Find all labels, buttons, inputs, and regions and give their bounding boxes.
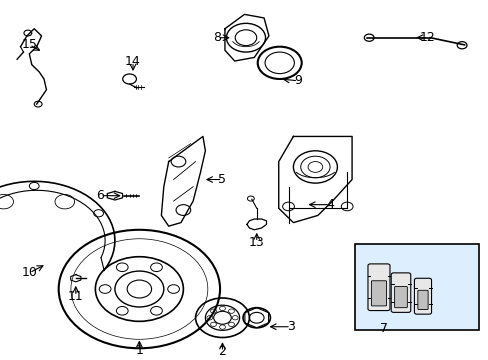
Text: 11: 11 bbox=[68, 290, 83, 303]
Text: 8: 8 bbox=[213, 31, 221, 44]
Text: 10: 10 bbox=[21, 266, 37, 279]
FancyBboxPatch shape bbox=[417, 290, 427, 310]
FancyBboxPatch shape bbox=[367, 264, 389, 311]
Text: 15: 15 bbox=[21, 39, 37, 51]
Text: 7: 7 bbox=[379, 322, 387, 335]
FancyBboxPatch shape bbox=[394, 287, 407, 308]
Text: 4: 4 bbox=[325, 198, 333, 211]
Text: 3: 3 bbox=[286, 320, 294, 333]
Text: 6: 6 bbox=[96, 189, 104, 202]
Text: 9: 9 bbox=[294, 74, 302, 87]
FancyBboxPatch shape bbox=[371, 281, 386, 306]
FancyBboxPatch shape bbox=[414, 278, 430, 314]
FancyBboxPatch shape bbox=[354, 244, 478, 330]
Text: 5: 5 bbox=[218, 173, 226, 186]
Text: 13: 13 bbox=[248, 236, 264, 249]
Text: 1: 1 bbox=[135, 343, 143, 356]
Text: 12: 12 bbox=[419, 31, 435, 44]
FancyBboxPatch shape bbox=[390, 273, 410, 312]
Text: 14: 14 bbox=[125, 55, 141, 68]
Text: 2: 2 bbox=[218, 345, 226, 358]
